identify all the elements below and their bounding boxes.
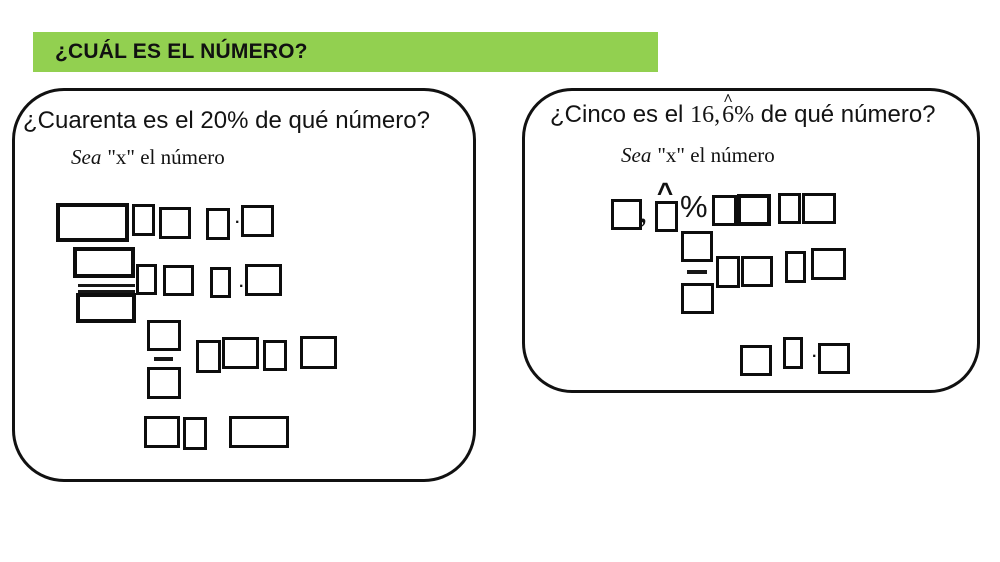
answer-cover-box[interactable] — [778, 193, 801, 224]
answer-cover-box[interactable] — [740, 345, 772, 376]
page-title: ¿CUÁL ES EL NÚMERO? — [55, 40, 308, 63]
answer-cover-box[interactable] — [76, 293, 136, 323]
answer-cover-box[interactable] — [712, 195, 737, 226]
question-prefix: ¿Cinco es el — [550, 101, 691, 128]
answer-cover-box[interactable] — [210, 267, 231, 298]
setup-text: "x" el número — [107, 145, 225, 169]
answer-cover-box[interactable] — [802, 193, 836, 224]
answer-cover-box[interactable] — [147, 367, 181, 399]
answer-cover-box[interactable] — [741, 256, 773, 287]
sea-word: Sea — [621, 143, 652, 167]
answer-cover-box[interactable] — [183, 417, 207, 450]
multiplication-dot: · — [235, 214, 241, 231]
circumflex-hat-icon: ^ — [723, 90, 733, 109]
multiplication-dot: · — [239, 278, 245, 295]
answer-cover-box[interactable] — [163, 265, 194, 296]
sea-word: Sea — [71, 145, 102, 169]
answer-cover-box[interactable] — [681, 231, 713, 262]
answer-cover-box[interactable] — [196, 340, 221, 373]
answer-cover-box[interactable] — [222, 337, 259, 369]
answer-cover-box[interactable] — [56, 203, 129, 242]
answer-cover-box[interactable] — [206, 208, 230, 240]
answer-cover-box[interactable] — [300, 336, 337, 369]
answer-cover-box[interactable] — [144, 416, 180, 448]
answer-cover-box[interactable] — [136, 264, 157, 295]
answer-cover-box[interactable] — [147, 320, 181, 351]
answer-cover-box[interactable] — [783, 337, 803, 369]
title-bar: ¿CUÁL ES EL NÚMERO? — [33, 32, 658, 72]
right-problem-panel: ¿Cinco es el 16, ^ 6% de qué número? Sea "x… — [522, 88, 980, 393]
right-question: ¿Cinco es el 16, ^ 6% de qué número? — [550, 90, 936, 129]
circumflex-hat-icon: ^ — [656, 177, 674, 208]
multiplication-dot: · — [812, 348, 818, 365]
answer-cover-box[interactable] — [785, 251, 806, 283]
answer-cover-box[interactable] — [229, 416, 289, 448]
repeating-decimal-digit: ^ 6 — [722, 90, 735, 128]
fraction-bar — [78, 284, 135, 287]
answer-cover-box[interactable] — [737, 194, 771, 226]
setup-text: "x" el número — [657, 143, 775, 167]
left-problem-panel: ¿Cuarenta es el 20% de qué número? Sea "x… — [12, 88, 476, 482]
fraction-bar — [687, 270, 707, 274]
answer-cover-box[interactable] — [73, 247, 135, 278]
answer-cover-box[interactable] — [811, 248, 846, 280]
percent-sign: % — [680, 189, 708, 224]
answer-cover-box[interactable] — [655, 201, 678, 232]
answer-cover-box[interactable] — [241, 205, 274, 237]
answer-cover-box[interactable] — [245, 264, 282, 296]
answer-cover-box[interactable] — [716, 256, 740, 288]
fraction-bar — [154, 357, 173, 361]
left-question: ¿Cuarenta es el 20% de qué número? — [23, 107, 430, 134]
percent-sign: % — [734, 102, 755, 128]
answer-cover-box[interactable] — [159, 207, 191, 239]
answer-cover-box[interactable] — [263, 340, 287, 371]
left-setup-line: Sea "x" el número — [71, 145, 225, 170]
right-setup-line: Sea "x" el número — [621, 143, 775, 168]
question-suffix: de qué número? — [754, 101, 936, 128]
question-number: 16, ^ 6% — [690, 90, 755, 128]
answer-cover-box[interactable] — [132, 204, 155, 236]
answer-cover-box[interactable] — [681, 283, 714, 314]
answer-cover-box[interactable] — [818, 343, 850, 374]
fraction-bar — [78, 290, 135, 293]
comma-mark: , — [639, 193, 648, 230]
answer-cover-box[interactable] — [611, 199, 642, 230]
